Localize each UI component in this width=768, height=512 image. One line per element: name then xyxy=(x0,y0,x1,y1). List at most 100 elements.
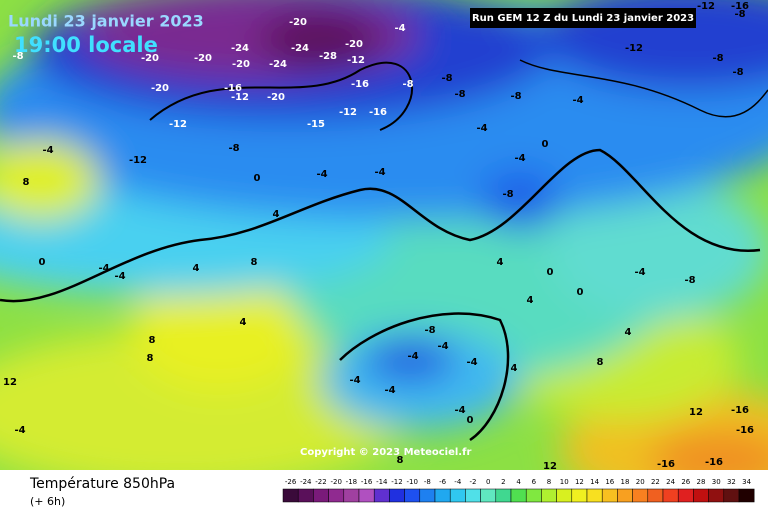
legend-swatch xyxy=(434,488,451,503)
legend-label: 30 xyxy=(712,478,721,486)
legend-label: -20 xyxy=(330,478,341,486)
isotherm-label: 0 xyxy=(39,257,46,268)
legend-label: 6 xyxy=(532,478,537,486)
isotherm-label: -20 xyxy=(267,92,285,103)
legend-swatch xyxy=(601,488,618,503)
footer-title: Température 850hPa xyxy=(29,476,175,492)
isotherm-label: -4 xyxy=(349,375,360,386)
isotherm-label: -4 xyxy=(42,145,53,156)
isotherm-label: 4 xyxy=(497,257,504,268)
legend-swatch xyxy=(313,488,329,503)
legend-label: 18 xyxy=(621,478,630,486)
legend-swatch xyxy=(419,488,436,503)
isotherm-label: -12 xyxy=(347,55,365,66)
isotherm-label: -4 xyxy=(394,23,405,34)
isotherm-label: 8 xyxy=(23,177,30,188)
legend-label: -4 xyxy=(454,478,462,486)
isotherm-label: 4 xyxy=(273,209,280,220)
isotherm-label: -20 xyxy=(232,59,250,70)
legend-label: 8 xyxy=(547,478,551,486)
isotherm-label: -4 xyxy=(437,341,448,352)
legend-swatch xyxy=(723,488,740,503)
legend-label: 12 xyxy=(575,478,584,486)
isotherm-label: -20 xyxy=(289,17,307,28)
isotherm-label: 4 xyxy=(193,263,200,274)
legend-swatch xyxy=(617,488,633,503)
legend-label: 22 xyxy=(651,478,660,486)
legend-label: -24 xyxy=(300,478,312,486)
isotherm-label: -24 xyxy=(231,43,249,54)
isotherm-label: -12 xyxy=(129,155,147,166)
isotherm-label: -8 xyxy=(684,275,695,286)
legend-label: 24 xyxy=(666,478,675,486)
isotherm-label: 12 xyxy=(689,407,703,418)
isotherm-label: -16 xyxy=(657,459,675,470)
isotherm-label: -4 xyxy=(514,153,525,164)
legend-swatch xyxy=(510,488,527,503)
isotherm-label: 4 xyxy=(527,295,534,306)
legend-label: -6 xyxy=(439,478,447,486)
isotherm-label: 8 xyxy=(149,335,156,346)
legend-swatch xyxy=(449,488,466,503)
isotherm-label: -12 xyxy=(169,119,187,130)
isotherm-label: -8 xyxy=(12,51,23,62)
legend-swatch xyxy=(495,488,512,503)
legend-label: -22 xyxy=(315,478,326,486)
isotherm-label: -4 xyxy=(454,405,465,416)
isotherm-label: -28 xyxy=(319,51,337,62)
legend-label: 20 xyxy=(636,478,645,486)
isotherm-label: -8 xyxy=(228,143,239,154)
legend-swatch xyxy=(297,488,314,503)
isotherm-label: -24 xyxy=(291,43,309,54)
legend-swatch xyxy=(693,488,709,503)
legend-label: -10 xyxy=(406,478,417,486)
isotherm-label: -4 xyxy=(316,169,327,180)
legend-label: -16 xyxy=(361,478,373,486)
legend-swatch xyxy=(677,488,694,503)
isotherm-label: -16 xyxy=(731,1,749,12)
legend-swatch xyxy=(373,488,390,503)
legend-swatch xyxy=(389,488,405,503)
isotherm-label: -8 xyxy=(502,189,513,200)
isotherm-label: -16 xyxy=(351,79,369,90)
legend-swatch xyxy=(282,488,299,503)
legend-label: -2 xyxy=(470,478,477,486)
isotherm-labels: -8 -20 -20-24-20 -24-24-28-20-12-20-20 -16-1… xyxy=(3,1,754,472)
legend-swatch xyxy=(708,488,725,503)
legend-swatch xyxy=(465,488,481,503)
isotherm-label: -8 xyxy=(454,89,465,100)
legend-label: -14 xyxy=(376,478,388,486)
isotherm-label: 4 xyxy=(625,327,632,338)
legend-label: 16 xyxy=(605,478,614,486)
run-info: Run GEM 12 Z du Lundi 23 janvier 2023 xyxy=(472,13,694,24)
isotherm-label: -16 xyxy=(224,83,242,94)
isotherm-label: 12 xyxy=(543,461,557,472)
isotherm-label: 0 xyxy=(254,173,261,184)
isotherm-label: -12 xyxy=(339,107,357,118)
isotherm-label: -4 xyxy=(14,425,25,436)
legend-swatch xyxy=(541,488,557,503)
legend-label: 4 xyxy=(516,478,521,486)
legend-swatch xyxy=(343,488,360,503)
isotherm-label: -20 xyxy=(151,83,169,94)
legend-label: -18 xyxy=(346,478,357,486)
isotherm-label: -4 xyxy=(466,357,477,368)
isotherm-label: -16 xyxy=(731,405,749,416)
isotherm-label: 4 xyxy=(511,363,518,374)
legend-label: 0 xyxy=(486,478,490,486)
isotherm-label: -20 xyxy=(141,53,159,64)
isotherm-label: -20 xyxy=(345,39,363,50)
legend-swatch xyxy=(556,488,573,503)
isotherm-label: -12 xyxy=(231,92,249,103)
isotherm-label: -24 xyxy=(269,59,287,70)
legend-label: -26 xyxy=(285,478,297,486)
legend-swatch xyxy=(632,488,649,503)
date: Lundi 23 janvier 2023 xyxy=(8,12,204,31)
isotherm-label: -12 xyxy=(625,43,643,54)
legend-swatch xyxy=(358,488,375,503)
isotherm-label: -4 xyxy=(374,167,385,178)
isotherm-label: -4 xyxy=(634,267,645,278)
legend-swatch xyxy=(662,488,679,503)
isotherm-label: 8 xyxy=(597,357,604,368)
isotherm-label: 0 xyxy=(542,139,549,150)
